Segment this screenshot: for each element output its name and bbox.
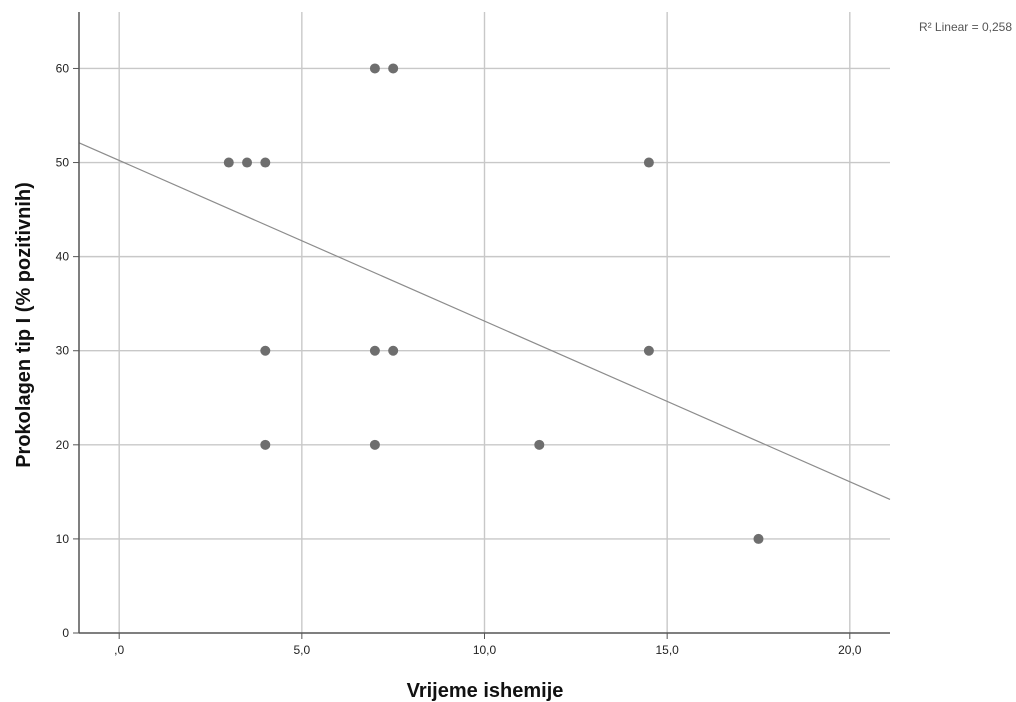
data-point <box>260 345 271 356</box>
x-tick-label: 15,0 <box>655 643 679 657</box>
y-tick-label: 0 <box>62 626 69 640</box>
data-point <box>369 63 380 74</box>
data-point <box>643 157 654 168</box>
data-point <box>369 439 380 450</box>
fit-line-layer <box>78 142 891 500</box>
tick-labels: ,0 5,0 10,0 15,0 20,0 0 10 20 30 40 50 60 <box>56 61 862 657</box>
y-tick-label: 10 <box>56 532 70 546</box>
x-tick-label: 20,0 <box>838 643 862 657</box>
y-tick-label: 30 <box>56 344 70 358</box>
data-point <box>388 63 399 74</box>
r-squared-annotation: R² Linear = 0,258 <box>919 20 1012 34</box>
data-point <box>369 345 380 356</box>
data-point <box>242 157 253 168</box>
grid-lines <box>79 12 890 633</box>
fit-line <box>78 142 891 500</box>
data-point <box>534 439 545 450</box>
axes <box>73 12 890 639</box>
data-point <box>643 345 654 356</box>
y-tick-label: 50 <box>56 156 70 170</box>
data-point <box>388 345 399 356</box>
y-tick-label: 20 <box>56 438 70 452</box>
x-tick-label: 10,0 <box>473 643 497 657</box>
x-tick-label: 5,0 <box>293 643 310 657</box>
data-point <box>260 439 271 450</box>
x-axis-title: Vrijeme ishemije <box>407 680 564 702</box>
data-point <box>260 157 271 168</box>
y-axis-title: Prokolagen tip I (% pozitivnih) <box>13 182 35 468</box>
data-points <box>223 63 764 544</box>
x-tick-label: ,0 <box>114 643 124 657</box>
data-point <box>753 533 764 544</box>
data-point <box>223 157 234 168</box>
y-tick-label: 60 <box>56 61 70 75</box>
y-tick-label: 40 <box>56 250 70 264</box>
